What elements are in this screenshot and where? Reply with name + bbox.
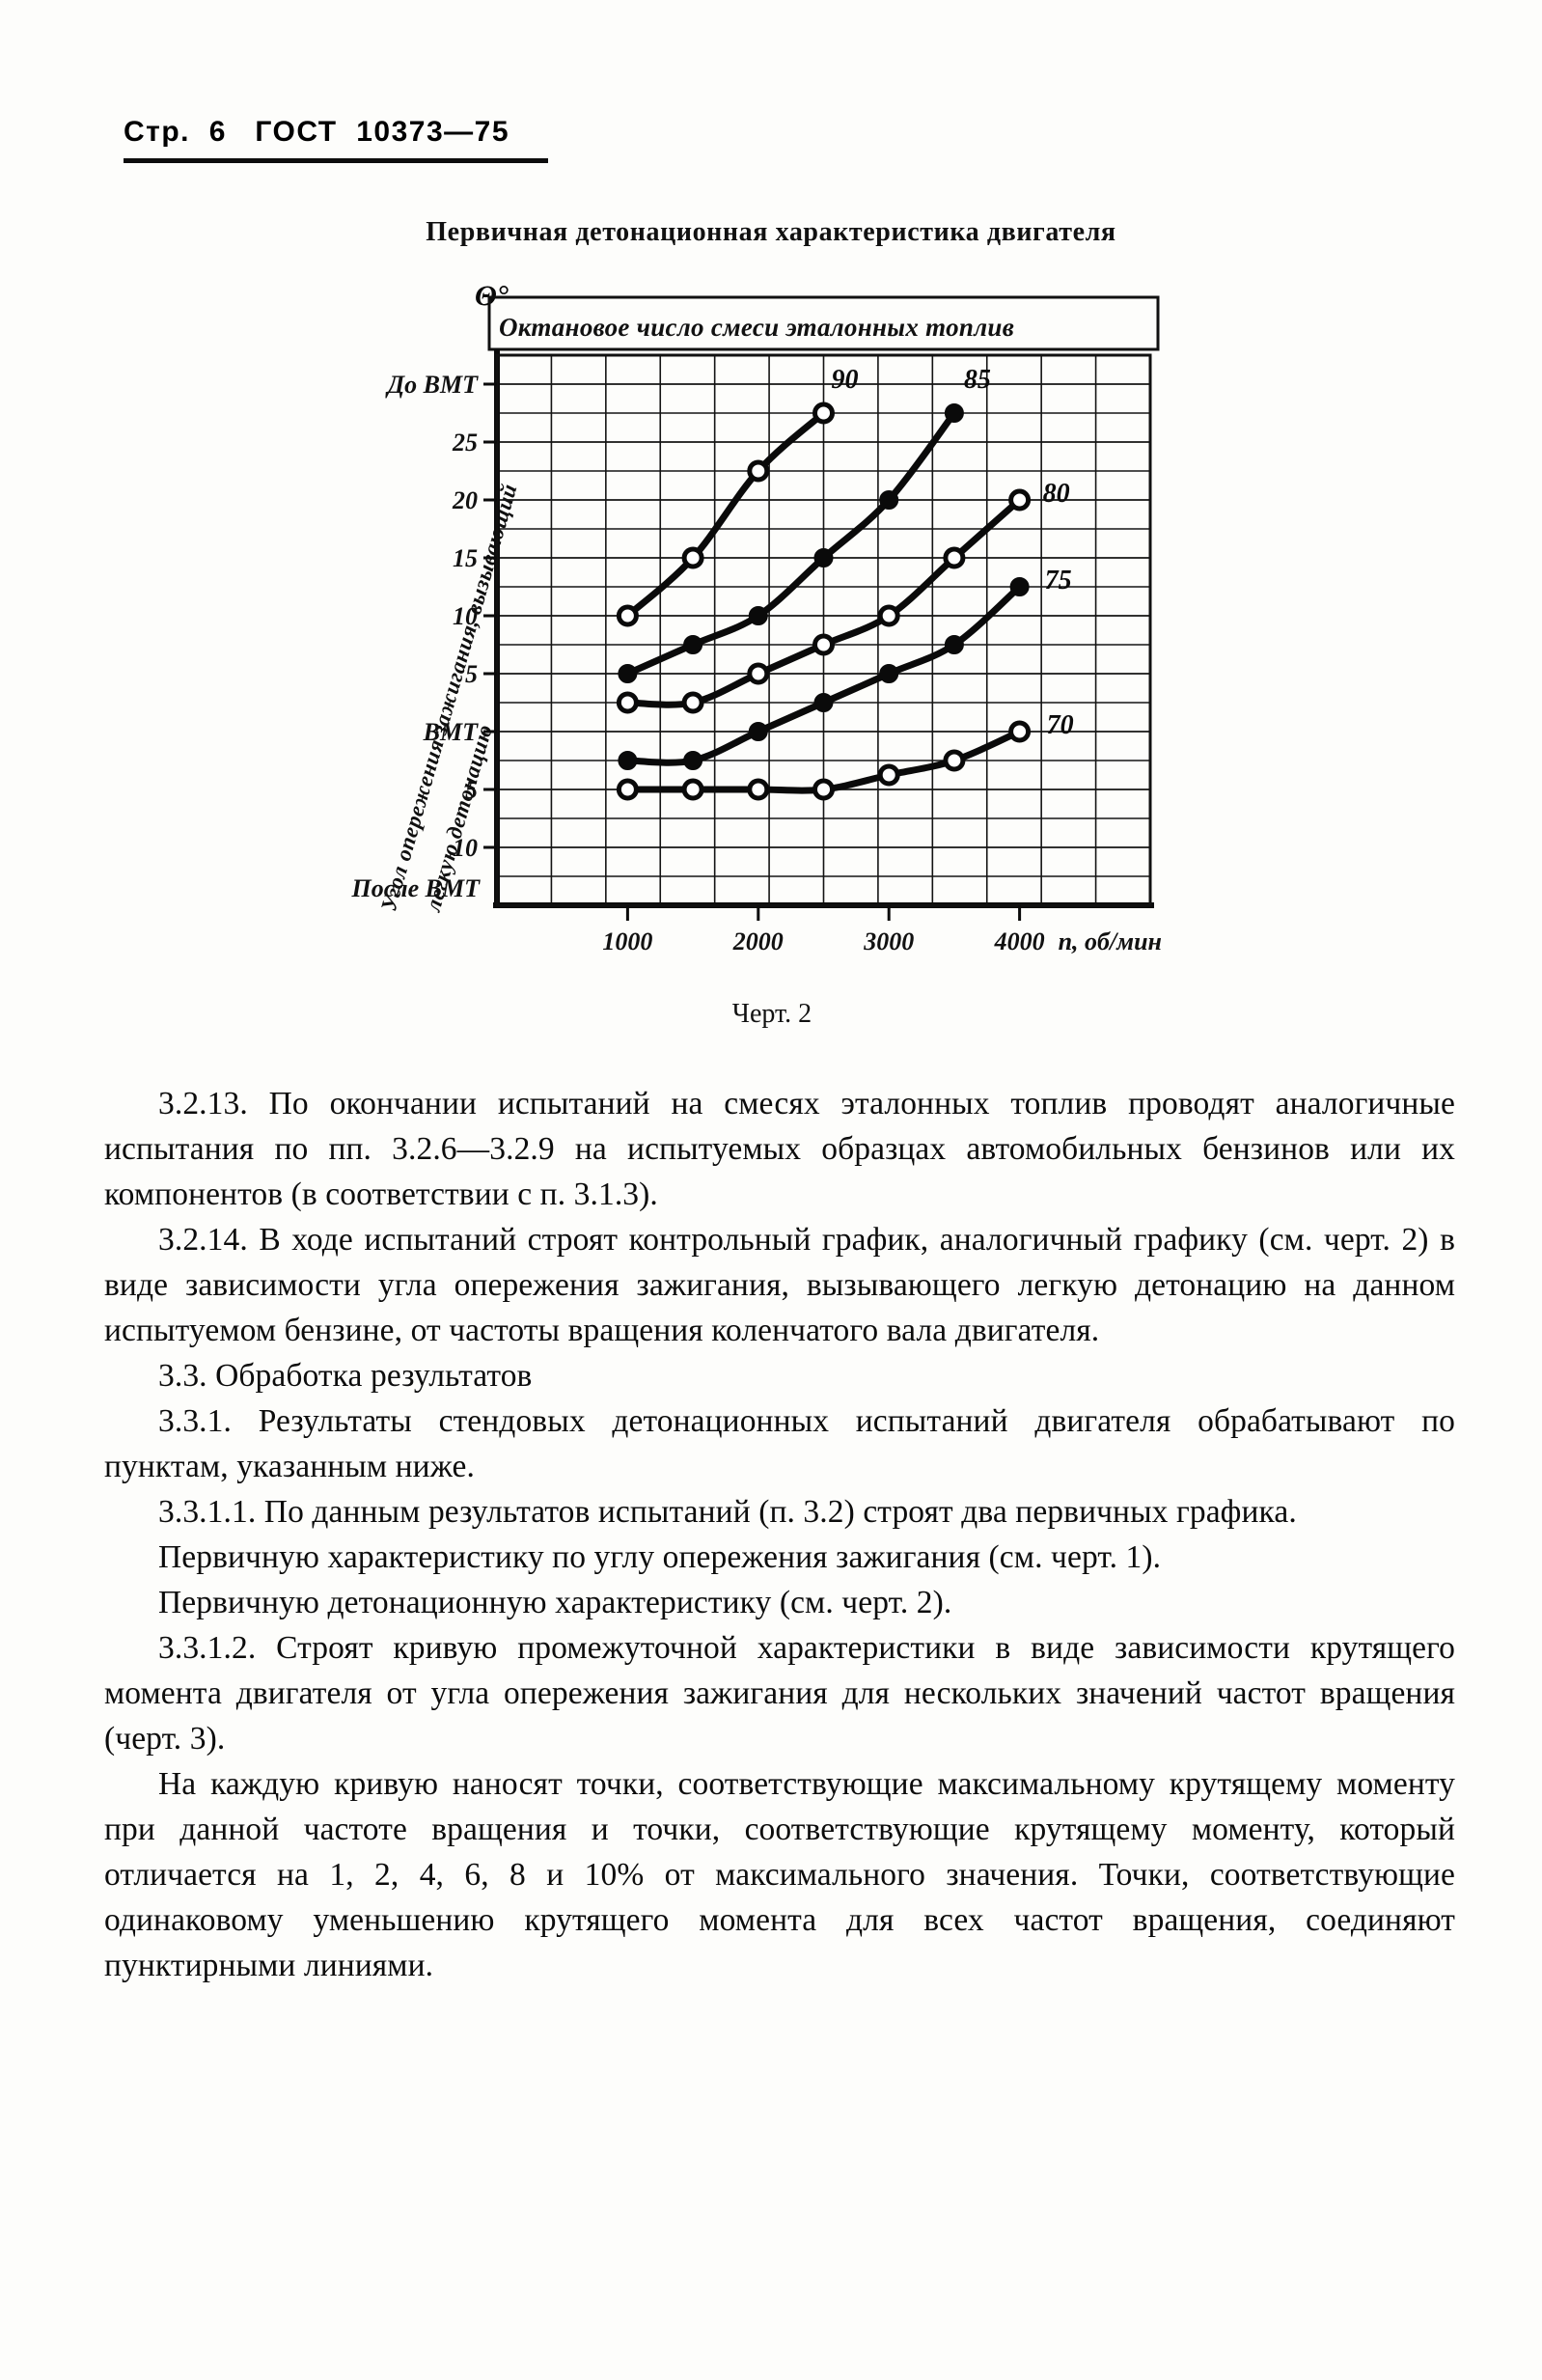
y-tick-label: 5 [465, 660, 478, 688]
y-axis-bottom-label: После ВМТ [351, 874, 482, 902]
paragraph-primary-detonation-characteristic: Первичную детонационную характеристику (… [158, 1585, 952, 1620]
curve-label-85: 85 [964, 365, 991, 395]
x-tick-label: 2000 [732, 927, 784, 955]
x-tick-label: 3000 [863, 927, 914, 955]
curve-octane-85: 85 [618, 365, 991, 683]
curve-octane-70: 70 [616, 710, 1074, 801]
figure-title: Первичная детонационная характеристика д… [426, 217, 1116, 247]
running-head: Стр. 6 ГОСТ 10373—75 [124, 116, 1417, 163]
running-head-rule [124, 158, 548, 163]
y-tick-label: ВМТ [423, 718, 479, 746]
paragraph-3-2-13: 3.2.13. По окончании испытаний на смесях… [104, 1086, 1455, 1212]
curve-octane-90: 90 [616, 365, 859, 627]
x-tick-label: 4000 [994, 927, 1045, 955]
figure-caption: Черт. 2 [731, 999, 812, 1029]
detonation-characteristic-plot: Октановое число смеси эталонных топлив До… [351, 295, 1162, 955]
paragraph-primary-ignition-characteristic: Первичную характеристику по углу опереже… [158, 1539, 1162, 1575]
paragraph-3-3-1-1: 3.3.1.1. По данным результатов испытаний… [158, 1494, 1297, 1530]
x-axis-unit-label: п, об/мин [1059, 927, 1162, 955]
paragraph-curve-points: На каждую кривую наносят точки, соответс… [104, 1766, 1455, 1983]
y-tick-label: 10 [453, 834, 478, 862]
curve-octane-80: 80 [616, 479, 1070, 714]
y-tick-label: 20 [452, 486, 478, 514]
paragraph-3-3: 3.3. Обработка результатов [158, 1358, 533, 1394]
curve-label-90: 90 [832, 365, 859, 395]
chart-inner-title: Октановое число смеси эталонных топлив [499, 313, 1014, 342]
y-tick-label: До ВМТ [385, 371, 479, 399]
curve-label-80: 80 [1043, 479, 1070, 509]
curve-label-70: 70 [1047, 710, 1074, 740]
paragraph-3-2-14: 3.2.14. В ходе испытаний строят контроль… [104, 1222, 1455, 1348]
y-tick-label: 25 [452, 429, 478, 457]
y-tick-label: 15 [453, 544, 478, 572]
y-tick-label: 5 [465, 776, 478, 804]
body-text: 3.2.13. По окончании испытаний на смесях… [104, 1081, 1455, 1988]
curve-octane-75: 75 [618, 566, 1072, 770]
running-head-text: Стр. 6 ГОСТ 10373—75 [124, 116, 510, 148]
paragraph-3-3-1-2: 3.3.1.2. Строят кривую промежуточной хар… [104, 1630, 1455, 1757]
y-tick-label: 10 [453, 602, 478, 630]
figure-chart-2: Угол опережения зажигания, вызывающий ле… [347, 280, 1197, 1042]
x-tick-label: 1000 [602, 927, 652, 955]
curve-label-75: 75 [1045, 566, 1072, 595]
paragraph-3-3-1: 3.3.1. Результаты стендовых детонационны… [104, 1403, 1455, 1484]
